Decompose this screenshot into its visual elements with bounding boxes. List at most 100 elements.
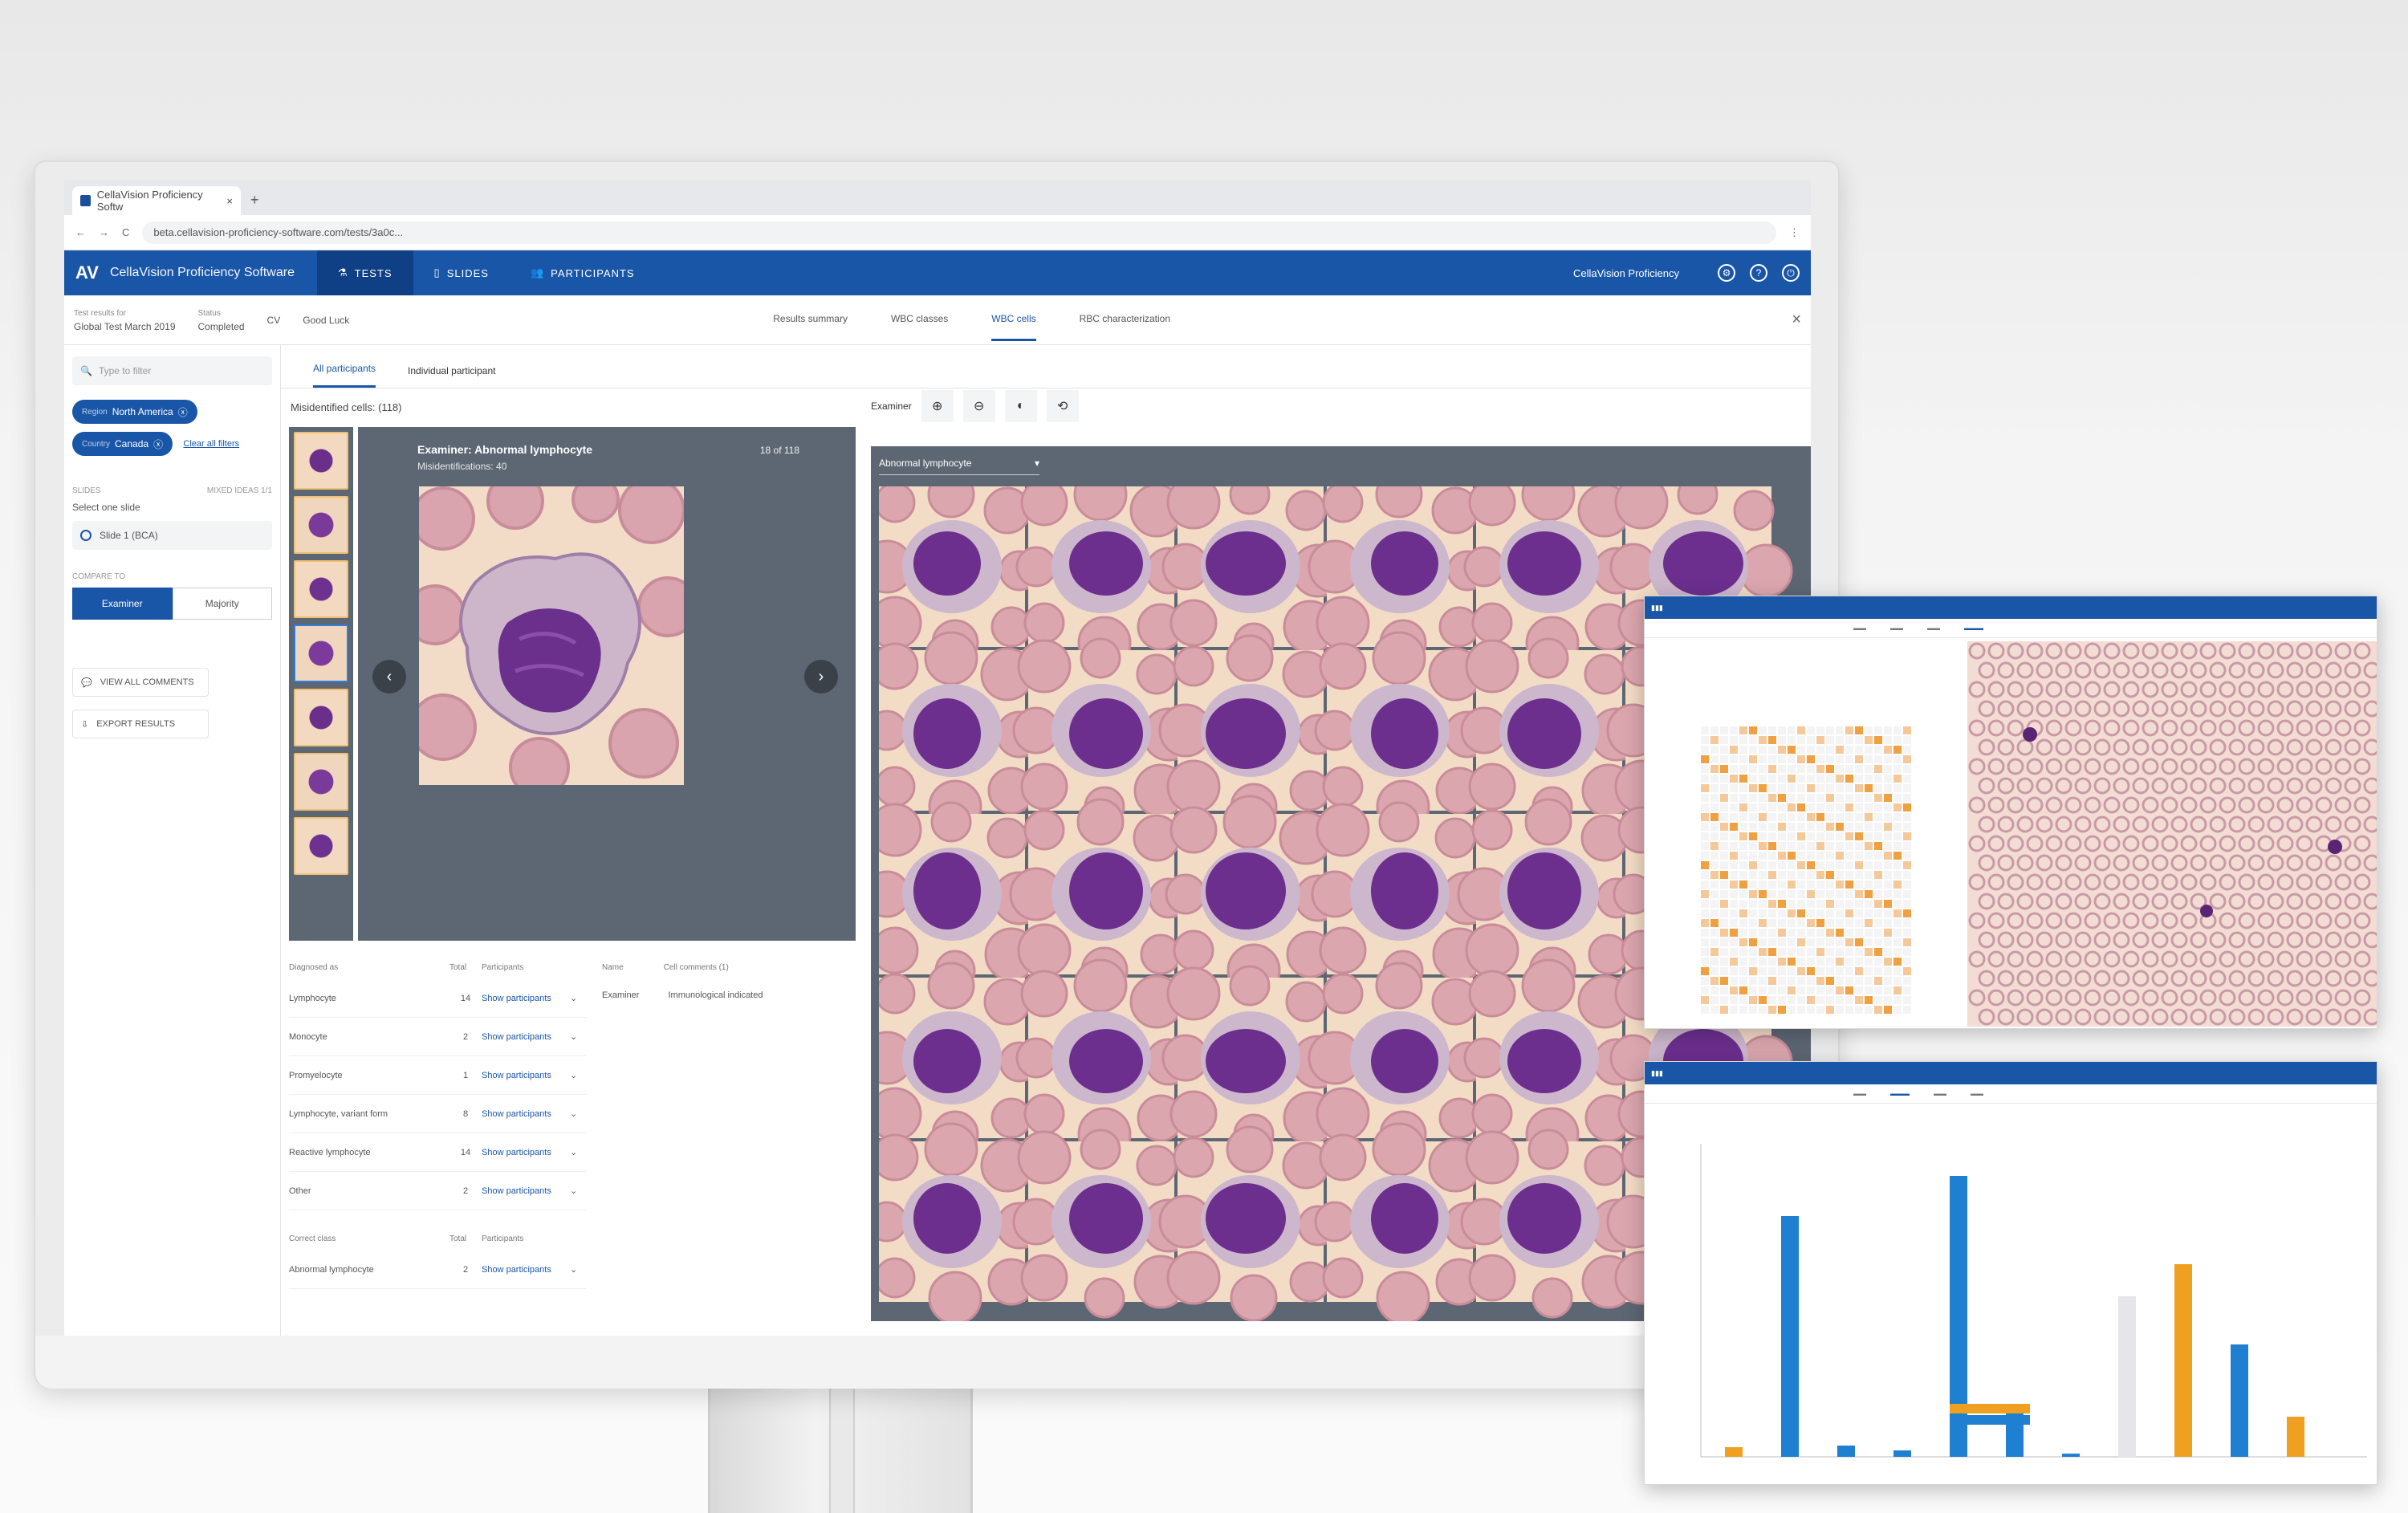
rbc-dot xyxy=(2257,873,2275,891)
show-participants-link[interactable]: Show participants xyxy=(482,1070,551,1080)
nav-tab-slides[interactable]: ▯ SLIDES xyxy=(413,250,510,295)
search-icon: 🔍 xyxy=(80,365,92,376)
close-icon[interactable]: × xyxy=(1792,311,1801,328)
reload-button[interactable]: C xyxy=(122,226,130,238)
forward-button[interactable]: → xyxy=(99,226,109,238)
slides-label: SLIDES xyxy=(72,486,101,495)
chip-close-icon[interactable]: ⓧ xyxy=(177,406,188,418)
show-participants-link[interactable]: Show participants xyxy=(482,1031,551,1042)
user-menu[interactable]: CellaVision Proficiency xyxy=(1573,266,1679,279)
slide-option[interactable]: Slide 1 (BCA) xyxy=(72,521,272,550)
rbc-dot xyxy=(2064,912,2082,929)
help-icon[interactable]: ? xyxy=(1750,264,1767,282)
next-button[interactable]: › xyxy=(804,660,838,693)
thumbnail[interactable] xyxy=(294,560,348,618)
nav-tab-participants[interactable]: 👥 PARTICIPANTS xyxy=(510,250,656,295)
grid-cell[interactable] xyxy=(1460,637,1644,828)
segment-examiner[interactable]: Examiner xyxy=(72,588,173,620)
heat-cell xyxy=(1710,726,1719,734)
chevron-down-icon[interactable]: ⌄ xyxy=(570,1148,578,1157)
row-label: Reactive lymphocyte xyxy=(289,1147,371,1157)
filter-chip-country[interactable]: Country Canada ⓧ xyxy=(72,432,173,456)
thumbnail[interactable] xyxy=(294,753,348,811)
tab-all-participants[interactable]: All participants xyxy=(313,363,376,388)
chevron-down-icon[interactable]: ⌄ xyxy=(570,1032,578,1042)
show-participants-link[interactable]: Show participants xyxy=(482,1264,551,1275)
heat-cell xyxy=(1845,996,1853,1004)
grid-cell[interactable] xyxy=(1463,486,1641,670)
chevron-down-icon[interactable]: ⌄ xyxy=(570,1186,578,1196)
show-participants-link[interactable]: Show participants xyxy=(482,1108,551,1119)
chevron-down-icon[interactable]: ⌄ xyxy=(570,1265,578,1275)
url-input[interactable]: beta.cellavision-proficiency-software.co… xyxy=(142,221,1776,244)
heat-cell xyxy=(1845,909,1853,917)
rbc-dot xyxy=(2132,815,2150,833)
heat-cell xyxy=(1836,803,1844,811)
rbc-dot xyxy=(2315,950,2333,968)
grid-cell[interactable] xyxy=(879,631,1043,834)
thumbnail[interactable] xyxy=(294,689,348,746)
clear-filters-link[interactable]: Clear all filters xyxy=(183,438,240,449)
extensions-icon[interactable]: ⋮ xyxy=(1789,226,1800,238)
grid-cell[interactable] xyxy=(1161,486,1345,664)
contrast-icon[interactable]: ◐ xyxy=(1004,390,1037,422)
thumbnail[interactable] xyxy=(294,496,348,554)
tab-results-summary[interactable]: Results summary xyxy=(773,313,848,324)
rbc-dot xyxy=(2305,1008,2323,1026)
heat-cell xyxy=(1710,890,1719,898)
thumbnail[interactable] xyxy=(294,817,348,875)
show-participants-link[interactable]: Show participants xyxy=(482,1147,551,1157)
zoom-in-icon[interactable]: ⊕ xyxy=(921,390,954,422)
prev-button[interactable]: ‹ xyxy=(372,660,406,693)
chevron-down-icon[interactable]: ⌄ xyxy=(570,1109,578,1119)
show-participants-link[interactable]: Show participants xyxy=(482,1186,551,1196)
filter-chip-region[interactable]: Region North America ⓧ xyxy=(72,400,197,424)
heat-cell xyxy=(1845,871,1853,879)
thumbnail[interactable] xyxy=(294,432,348,490)
export-results-button[interactable]: ⇩ EXPORT RESULTS xyxy=(72,710,209,738)
grid-cell[interactable] xyxy=(1012,1129,1196,1319)
rbc-dot xyxy=(2180,681,2198,698)
tab-close-icon[interactable]: × xyxy=(226,194,233,207)
grid-cell[interactable] xyxy=(879,801,1047,991)
grid-cell[interactable] xyxy=(879,1122,1043,1321)
heat-cell xyxy=(1893,900,1902,908)
heat-cell xyxy=(1855,784,1863,792)
heat-cell xyxy=(1788,746,1796,754)
chevron-down-icon[interactable]: ⌄ xyxy=(570,994,578,1003)
back-button[interactable]: ← xyxy=(75,226,86,238)
new-tab-button[interactable]: + xyxy=(250,192,259,208)
grid-cell[interactable] xyxy=(1308,962,1488,1158)
radio-icon[interactable] xyxy=(80,530,92,541)
rbc-dot xyxy=(2103,873,2121,891)
heat-cell xyxy=(1884,948,1892,956)
tab-wbc-classes[interactable]: WBC classes xyxy=(890,313,949,324)
grid-cell[interactable] xyxy=(1308,486,1488,667)
rbc-dot xyxy=(2334,989,2352,1007)
segment-majority[interactable]: Majority xyxy=(172,588,272,620)
rbc-dot xyxy=(2026,681,2044,698)
zoom-out-icon[interactable]: ⊖ xyxy=(962,390,995,422)
tab-wbc-cells[interactable]: WBC cells xyxy=(991,299,1036,341)
chevron-down-icon[interactable]: ⌄ xyxy=(570,1071,578,1080)
gear-icon[interactable]: ⚙ xyxy=(1718,264,1735,282)
tab-individual-participant[interactable]: Individual participant xyxy=(408,365,496,376)
header-comments: Cell comments (1) xyxy=(663,962,729,972)
tab-rbc-characterization[interactable]: RBC characterization xyxy=(1079,313,1171,324)
grid-cell[interactable] xyxy=(1158,1125,1339,1321)
reset-icon[interactable]: ⟲ xyxy=(1046,390,1079,422)
heat-cell xyxy=(1816,900,1824,908)
heat-cell xyxy=(1807,842,1815,850)
thumbnail-strip[interactable] xyxy=(289,427,353,941)
thumbnail-selected[interactable] xyxy=(294,624,348,682)
show-participants-link[interactable]: Show participants xyxy=(482,993,551,1003)
chip-close-icon[interactable]: ⓧ xyxy=(153,438,164,450)
class-select[interactable]: Abnormal lymphocyte ▾ xyxy=(879,453,1039,475)
nav-tab-tests[interactable]: ⚗ TESTS xyxy=(316,250,413,295)
rbc-dot xyxy=(2016,854,2034,872)
browser-tab[interactable]: CellaVision Proficiency Softw × xyxy=(72,186,241,215)
power-icon[interactable]: ⏻ xyxy=(1782,264,1800,282)
heat-cell xyxy=(1701,842,1709,850)
search-input[interactable]: 🔍 Type to filter xyxy=(72,356,272,385)
view-comments-button[interactable]: 💬 VIEW ALL COMMENTS xyxy=(72,668,209,697)
